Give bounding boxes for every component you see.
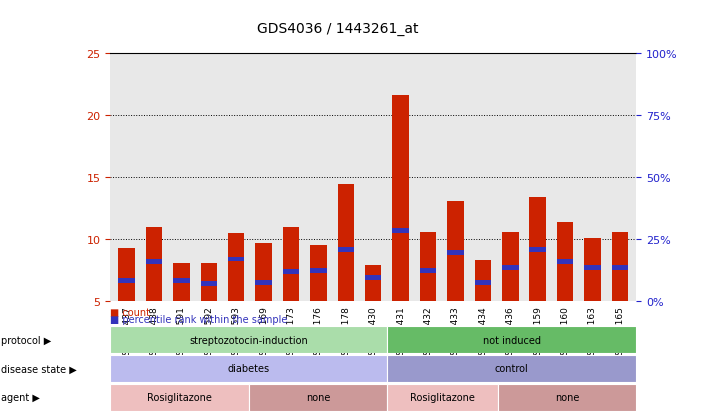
Text: GSM286163: GSM286163	[588, 305, 597, 360]
Text: GSM286432: GSM286432	[424, 305, 432, 360]
Bar	[338, 247, 354, 252]
Text: streptozotocin-induction: streptozotocin-induction	[189, 335, 308, 345]
Text: ■ count: ■ count	[110, 307, 150, 317]
Bar	[365, 266, 382, 301]
Bar	[249, 384, 387, 411]
Bar	[557, 259, 573, 264]
Bar	[255, 243, 272, 301]
Bar	[255, 280, 272, 285]
Text: GSM286438: GSM286438	[149, 305, 159, 360]
Bar	[611, 266, 628, 271]
Text: GSM286591: GSM286591	[177, 305, 186, 360]
Text: agent ▶: agent ▶	[1, 392, 41, 403]
Text: GSM286436: GSM286436	[506, 305, 515, 360]
Bar	[447, 201, 464, 301]
Text: Rosiglitazone: Rosiglitazone	[410, 392, 475, 403]
Text: diabetes: diabetes	[228, 363, 269, 374]
Bar	[365, 275, 382, 280]
Bar	[283, 227, 299, 301]
Bar	[310, 246, 326, 301]
Bar	[387, 355, 636, 382]
Text: protocol ▶: protocol ▶	[1, 335, 52, 345]
Bar	[502, 232, 518, 301]
Bar	[530, 197, 546, 301]
Text: GSM286437: GSM286437	[122, 305, 131, 360]
Text: none: none	[306, 392, 330, 403]
Bar	[447, 251, 464, 256]
Bar	[119, 278, 135, 283]
Bar	[146, 227, 162, 301]
Bar	[584, 266, 601, 271]
Bar	[387, 326, 636, 353]
Text: GSM286433: GSM286433	[451, 305, 460, 360]
Bar	[611, 232, 628, 301]
Bar	[420, 232, 437, 301]
Text: not induced: not induced	[483, 335, 541, 345]
Bar	[475, 280, 491, 285]
Bar	[338, 185, 354, 301]
Bar	[392, 228, 409, 233]
Text: GDS4036 / 1443261_at: GDS4036 / 1443261_at	[257, 22, 419, 36]
Text: GSM286165: GSM286165	[616, 305, 624, 360]
Text: GSM286592: GSM286592	[204, 305, 213, 360]
Text: GSM286173: GSM286173	[287, 305, 296, 360]
Text: GSM286176: GSM286176	[314, 305, 323, 360]
Bar	[110, 384, 249, 411]
Bar	[146, 259, 162, 264]
Bar	[228, 257, 245, 262]
Text: GSM286160: GSM286160	[560, 305, 570, 360]
Text: GSM286430: GSM286430	[369, 305, 378, 360]
Bar	[498, 384, 636, 411]
Bar	[173, 278, 190, 283]
Text: ■ percentile rank within the sample: ■ percentile rank within the sample	[110, 314, 287, 324]
Bar	[173, 263, 190, 301]
Bar	[387, 384, 498, 411]
Bar	[584, 238, 601, 301]
Text: GSM286593: GSM286593	[232, 305, 241, 360]
Text: none: none	[555, 392, 579, 403]
Text: GSM286178: GSM286178	[341, 305, 351, 360]
Text: GSM286159: GSM286159	[533, 305, 542, 360]
Bar	[420, 268, 437, 273]
Bar	[110, 355, 387, 382]
Text: disease state ▶: disease state ▶	[1, 363, 77, 374]
Bar	[502, 266, 518, 271]
Bar	[283, 269, 299, 274]
Text: GSM286434: GSM286434	[479, 305, 487, 360]
Bar	[392, 96, 409, 301]
Bar	[201, 282, 217, 287]
Bar	[119, 248, 135, 301]
Text: Rosiglitazone: Rosiglitazone	[147, 392, 212, 403]
Text: GSM286431: GSM286431	[396, 305, 405, 360]
Bar	[475, 261, 491, 301]
Text: control: control	[495, 363, 528, 374]
Bar	[110, 326, 387, 353]
Bar	[310, 268, 326, 273]
Bar	[557, 222, 573, 301]
Bar	[530, 247, 546, 252]
Bar	[228, 233, 245, 301]
Text: GSM286169: GSM286169	[260, 305, 268, 360]
Bar	[201, 263, 217, 301]
